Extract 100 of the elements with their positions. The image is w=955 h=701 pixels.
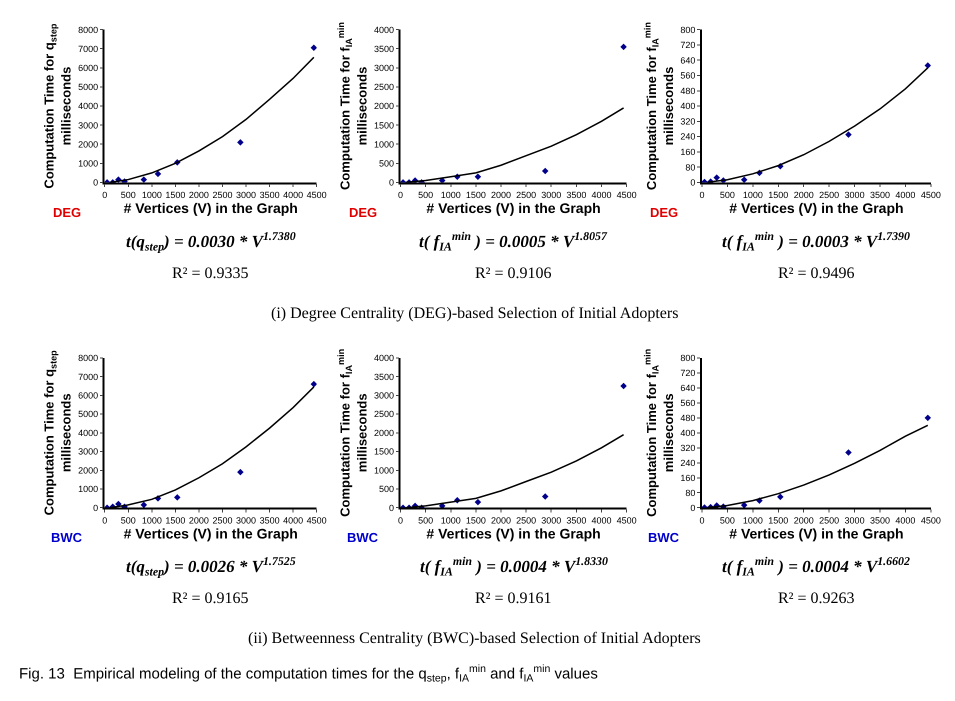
y-tick-label: 160	[680, 147, 696, 158]
x-tick-label: 1000	[142, 515, 162, 526]
y-tick-label: 1000	[374, 465, 394, 476]
y-tick-label: 640	[680, 383, 696, 394]
x-tick-label: 1000	[142, 190, 162, 200]
x-tick-label: 4000	[895, 515, 916, 526]
y-tick-label: 2000	[78, 465, 98, 476]
y-tick-label: 400	[680, 101, 696, 112]
y-tick-label: 6000	[78, 62, 98, 73]
x-tick-label: 2000	[188, 515, 209, 526]
text: t( f$_{IA}$$^{min}$ ) = 0.0004 * V$^{1.6602}$	[722, 554, 910, 579]
y-tick-label: 0	[93, 178, 98, 188]
y-tick-label: 240	[680, 458, 696, 468]
x-tick-label: 4500	[920, 515, 941, 526]
y-tick-label: 3500	[374, 372, 394, 382]
x-tick-label: 500	[418, 190, 434, 200]
text: t( f$_{IA}$$^{min}$ ) = 0.0004 * V$^{1.8330}$	[420, 554, 608, 579]
y-tick-label: 320	[680, 442, 696, 453]
y-tick-label: 2000	[78, 139, 98, 150]
x-tick-label: 500	[720, 190, 735, 200]
x-tick-label: 0	[398, 190, 404, 200]
y-tick-label: 0	[690, 178, 696, 188]
x-tick-label: 1000	[742, 515, 763, 526]
x-tick-label: 4000	[895, 190, 916, 200]
y-tick-label: 1000	[374, 139, 394, 150]
y-tick-label: 0	[93, 502, 98, 513]
y-tick-label: 2500	[374, 409, 394, 420]
text: DEG	[53, 205, 82, 220]
x-tick-label: 500	[120, 190, 136, 200]
x-tick-label: 3000	[844, 515, 865, 526]
y-tick-label: 3500	[374, 44, 394, 54]
x-tick-label: 1500	[466, 190, 486, 200]
y-tick-label: 400	[680, 428, 696, 438]
x-tick-label: 3500	[870, 515, 890, 526]
x-tick-label: 2000	[490, 190, 512, 200]
x-tick-label: 0	[398, 515, 404, 526]
y-tick-label: 2000	[374, 101, 394, 112]
x-tick-label: 2000	[490, 515, 512, 526]
x-axis-title: # Vertices (V) in the Graph	[426, 525, 601, 542]
text: (i) Degree Centrality (DEG)-based Selection of Initial Adopters	[271, 305, 678, 322]
x-tick-label: 2500	[212, 190, 232, 200]
text: BWC	[648, 530, 680, 545]
x-tick-label: 3000	[844, 190, 865, 200]
y-tick-label: 240	[680, 132, 696, 142]
x-tick-label: 500	[418, 515, 434, 526]
text: BWC	[51, 530, 83, 545]
x-tick-label: 1500	[165, 515, 186, 526]
x-axis-title: # Vertices (V) in the Graph	[124, 200, 298, 216]
x-tick-label: 1000	[742, 190, 763, 200]
x-tick-label: 4500	[616, 190, 637, 200]
x-tick-label: 1500	[165, 190, 186, 200]
y-tick-label: 560	[680, 70, 696, 81]
y-tick-label: 500	[378, 158, 394, 168]
y-tick-label: 7000	[78, 44, 98, 54]
x-tick-label: 500	[720, 515, 735, 526]
x-axis-title: # Vertices (V) in the Graph	[426, 200, 601, 216]
y-tick-label: 4000	[78, 101, 98, 112]
y-tick-label: 80	[685, 488, 696, 498]
y-tick-label: 480	[680, 86, 696, 96]
y-tick-label: 0	[388, 178, 394, 188]
y-tick-label: 6000	[78, 390, 98, 401]
text: R² = 0.9263	[778, 590, 854, 607]
x-tick-label: 1500	[768, 515, 788, 526]
text: t(q$_{step}$) = 0.0026 * V$^{1.7525}$	[126, 554, 296, 579]
x-axis-title: # Vertices (V) in the Graph	[124, 525, 298, 542]
x-axis-title: # Vertices (V) in the Graph	[729, 200, 904, 216]
y-tick-label: 1000	[78, 158, 98, 168]
y-tick-label: 3000	[374, 390, 394, 401]
x-tick-label: 4500	[306, 190, 327, 200]
x-tick-label: 2500	[819, 190, 840, 200]
text: t( f$_{IA}$$^{min}$ ) = 0.0005 * V$^{1.8057}$	[419, 229, 608, 254]
y-tick-label: 8000	[78, 353, 98, 364]
y-tick-label: 160	[680, 472, 696, 483]
x-tick-label: 4000	[591, 515, 612, 526]
text: R² = 0.9106	[475, 265, 552, 282]
y-tick-label: 0	[690, 502, 696, 513]
y-tick-label: 7000	[78, 372, 98, 382]
x-tick-label: 3500	[566, 190, 586, 200]
text: R² = 0.9161	[475, 590, 552, 607]
x-tick-label: 4500	[920, 190, 941, 200]
x-tick-label: 1500	[768, 190, 788, 200]
x-tick-label: 3500	[260, 190, 280, 200]
y-tick-label: 800	[680, 353, 696, 364]
x-tick-label: 1500	[466, 515, 486, 526]
text: R² = 0.9335	[172, 265, 248, 282]
x-tick-label: 2500	[516, 515, 536, 526]
y-tick-label: 2000	[374, 428, 394, 438]
text: t(q$_{step}$) = 0.0030 * V$^{1.7380}$	[126, 229, 296, 254]
y-tick-label: 2500	[374, 82, 394, 92]
x-tick-label: 3500	[566, 515, 586, 526]
y-tick-label: 1500	[374, 446, 394, 457]
y-tick-label: 500	[378, 484, 394, 494]
x-tick-label: 3500	[260, 515, 280, 526]
x-tick-label: 0	[102, 515, 108, 526]
x-tick-label: 4500	[306, 515, 327, 526]
text: R² = 0.9496	[778, 265, 854, 282]
x-tick-label: 2500	[212, 515, 232, 526]
x-tick-label: 1000	[440, 515, 461, 526]
x-tick-label: 2000	[794, 515, 814, 526]
x-tick-label: 3000	[541, 190, 562, 200]
